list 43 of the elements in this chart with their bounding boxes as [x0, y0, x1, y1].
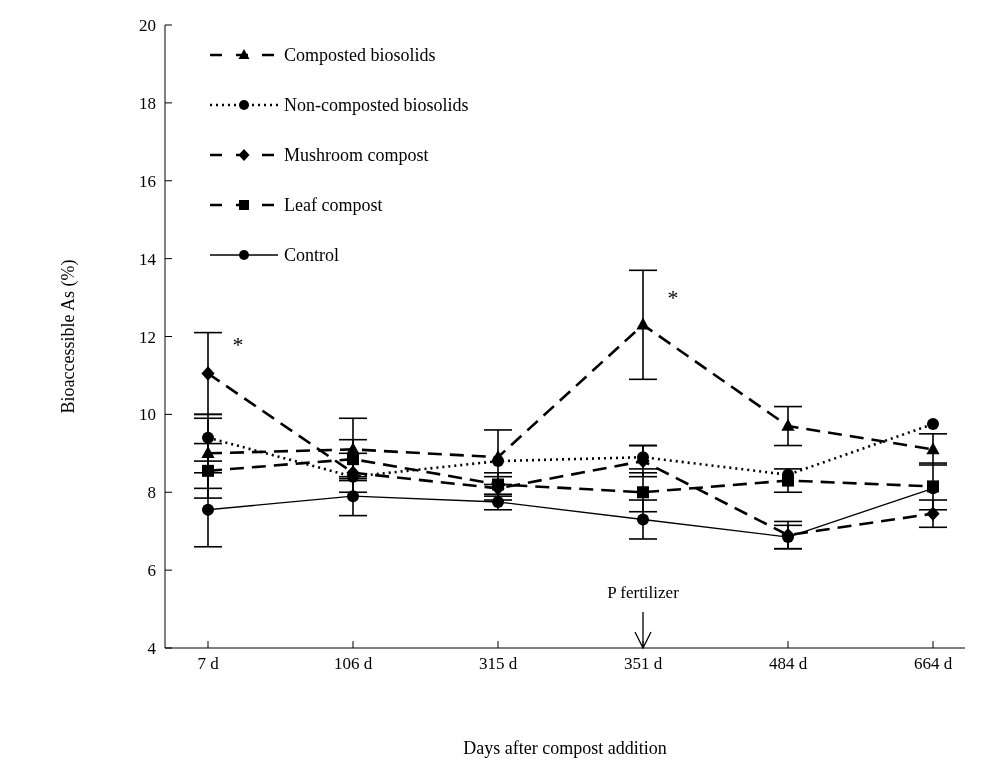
x-tick-label: 7 d	[197, 654, 220, 674]
y-tick-label: 6	[147, 561, 156, 581]
point	[492, 455, 504, 468]
x-tick-label: 315 d	[478, 654, 518, 674]
point	[637, 513, 649, 526]
x-tick-label: 484 d	[768, 654, 808, 674]
point	[347, 453, 359, 466]
annotation: P fertilizer	[607, 583, 680, 602]
point	[926, 506, 940, 521]
point	[202, 431, 214, 444]
legend-label: Mushroom compost	[284, 144, 429, 166]
point	[926, 442, 940, 455]
annotation: *	[667, 285, 679, 311]
point	[782, 474, 794, 487]
point	[492, 478, 504, 491]
legend-label: Leaf compost	[284, 194, 383, 216]
point	[636, 317, 650, 330]
point	[202, 503, 214, 516]
annotation: *	[232, 332, 244, 358]
x-tick-label: 351 d	[623, 654, 663, 674]
y-tick-label: 20	[139, 16, 156, 36]
legend-label: Control	[284, 244, 340, 266]
y-tick-label: 12	[139, 327, 156, 347]
legend-label: Composted biosolids	[284, 44, 436, 66]
y-tick-label: 16	[139, 171, 156, 191]
y-axis-title: Bioaccessible As (%)	[58, 259, 80, 414]
y-tick-label: 8	[147, 483, 156, 503]
y-tick-label: 4	[147, 639, 157, 659]
point	[347, 490, 359, 503]
point	[782, 531, 794, 544]
point	[201, 446, 215, 459]
y-tick-label: 14	[139, 249, 157, 269]
y-tick-label: 18	[139, 93, 156, 113]
y-tick-label: 10	[139, 405, 156, 425]
point	[927, 418, 939, 431]
x-tick-label: 106 d	[333, 654, 373, 674]
point	[202, 464, 214, 477]
x-tick-label: 664 d	[913, 654, 953, 674]
legend-label: Non-composted biosolids	[284, 94, 469, 116]
x-axis-title: Days after compost addition	[463, 738, 667, 758]
point	[201, 366, 215, 381]
point	[781, 418, 795, 431]
point	[637, 486, 649, 499]
